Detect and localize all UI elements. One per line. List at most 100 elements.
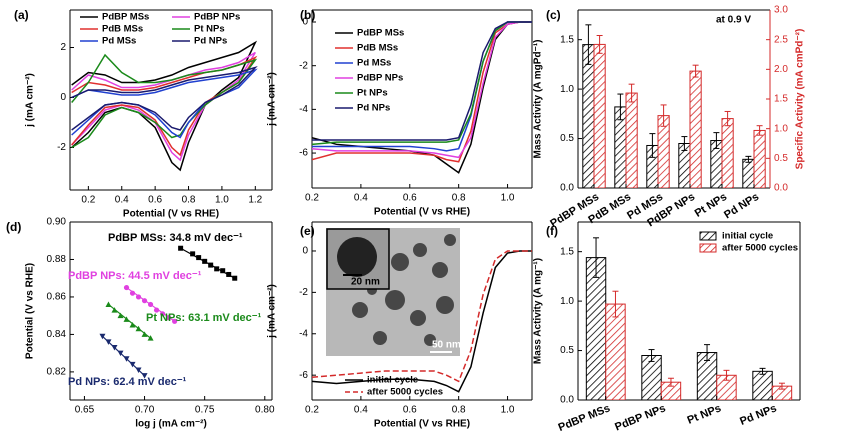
y-tick-label: 0.5	[560, 345, 574, 356]
panel: (c) 0.0 0.5 1.0 1.5 0.0 0.5 1.0 1.5 2.0 2.5 3.0 Mass…	[533, 5, 806, 230]
line-series	[312, 21, 532, 146]
point	[196, 255, 202, 261]
y2-tick-label: 2.5	[774, 34, 788, 45]
point	[135, 325, 142, 332]
point	[165, 314, 172, 321]
point	[208, 262, 214, 268]
legend-label: Pd NPs	[357, 103, 390, 114]
particle	[352, 302, 368, 318]
x-tick-label: 0.2	[81, 195, 95, 206]
fit-line	[180, 247, 236, 279]
panel-label: (e)	[300, 224, 315, 238]
legend-label: Pt NPs	[357, 88, 388, 99]
panel: (a) -2 0 2 0.2 0.4 0.6 0.8 1.0 1.2 Potential (V vs…	[14, 8, 273, 220]
y-axis-label: Potential (V vs RHE)	[25, 263, 36, 359]
point	[123, 356, 130, 362]
particle-zoom	[337, 237, 377, 277]
y-tick-label: 1.0	[560, 84, 574, 95]
panel: (d) 0.82 0.84 0.86 0.88 0.90 0.65 0.70 0.75 0.80 l…	[6, 217, 275, 430]
particle	[436, 296, 454, 314]
bar	[753, 129, 766, 188]
y-tick-label: -4	[299, 328, 308, 339]
y2-tick-label: 0.0	[774, 183, 788, 194]
bar	[625, 92, 638, 188]
x-tick-label: 0.4	[115, 195, 129, 206]
point	[141, 298, 148, 304]
point	[159, 311, 166, 317]
y-tick-label: 1.5	[560, 34, 574, 45]
x-axis-label: Potential (V vs RHE)	[374, 419, 470, 430]
point	[123, 284, 130, 291]
particle	[410, 310, 426, 326]
y-tick-label: 0.88	[47, 254, 67, 265]
x-tick-label: 1.2	[248, 195, 262, 206]
point	[190, 251, 196, 257]
line-series	[312, 250, 532, 383]
panel-label: (a)	[14, 8, 29, 22]
x-tick-label: 0.2	[305, 405, 319, 416]
y-tick-label: -2	[57, 142, 66, 153]
point	[220, 268, 226, 274]
x-axis-label: Potential (V vs RHE)	[123, 209, 219, 220]
point	[129, 361, 136, 368]
point	[111, 345, 118, 351]
line-series	[312, 21, 532, 152]
legend-label: PdB MSs	[102, 24, 143, 35]
point	[105, 301, 112, 307]
point	[172, 318, 178, 324]
line-series	[71, 40, 258, 172]
annotation: Pd NPs: 62.4 mV dec⁻¹	[68, 376, 187, 388]
x-tick-label: 0.6	[148, 195, 162, 206]
legend-label: PdBP MSs	[102, 12, 149, 23]
y-tick-label: 0	[302, 17, 308, 28]
line-series	[71, 65, 258, 131]
line-series	[71, 68, 258, 139]
particle	[385, 290, 405, 310]
y2-tick-label: 1.5	[774, 94, 788, 105]
y-tick-label: 0	[60, 92, 66, 103]
point	[147, 301, 154, 308]
annotation: Pt NPs: 63.1 mV dec⁻¹	[146, 312, 262, 324]
point	[202, 258, 208, 264]
bar	[641, 355, 662, 400]
x-tick-label: 0.4	[354, 405, 368, 416]
panel: (e) -6 -4 -2 0 0.2 0.4 0.6 0.8 1.0 Potential (V vs…	[267, 221, 533, 430]
legend-label: Pd NPs	[194, 36, 227, 47]
legend-label: initial cycle	[367, 375, 418, 386]
x-tick-label: 0.80	[255, 405, 275, 416]
line-series	[312, 250, 532, 393]
y-tick-label: 1.5	[560, 246, 574, 257]
annotation: PdBP NPs: 44.5 mV dec⁻¹	[68, 270, 202, 282]
x-tick-label: 1.0	[501, 405, 515, 416]
x-tick-label: 0.2	[305, 193, 319, 204]
y-tick-label: 0.5	[560, 133, 574, 144]
y2-tick-label: 3.0	[774, 5, 788, 16]
y-axis-label: j (mA cm⁻²)	[25, 73, 36, 128]
x-tick-label: 0.75	[195, 405, 215, 416]
x-axis-label: log j (mA cm⁻²)	[135, 419, 207, 430]
y2-tick-label: 2.0	[774, 64, 788, 75]
y-axis-label: Mass Activity (A mgPd⁻¹)	[533, 40, 544, 159]
legend-label: Pt NPs	[194, 24, 225, 35]
point	[141, 331, 148, 337]
point	[135, 294, 142, 300]
panel: (b) -6 -4 -2 0 0.2 0.4 0.6 0.8 1.0 Potential (V vs…	[267, 8, 533, 218]
point	[111, 307, 118, 313]
point	[232, 275, 238, 281]
point	[129, 322, 136, 328]
y-tick-label: 0.86	[47, 292, 67, 303]
particle	[444, 234, 456, 246]
bar	[605, 303, 626, 400]
legend-label: PdBP NPs	[357, 73, 403, 84]
panel-label: (c)	[546, 8, 561, 22]
x-tick-label: PdBP NPs	[613, 402, 667, 433]
series-layer	[312, 250, 532, 393]
y-tick-label: -6	[299, 148, 308, 159]
legend-label: after 5000 cycles	[722, 243, 798, 254]
y-tick-label: -6	[299, 370, 308, 381]
y-tick-label: 0.82	[47, 367, 67, 378]
point	[135, 367, 142, 374]
line-series	[71, 53, 258, 149]
bar	[689, 70, 702, 188]
